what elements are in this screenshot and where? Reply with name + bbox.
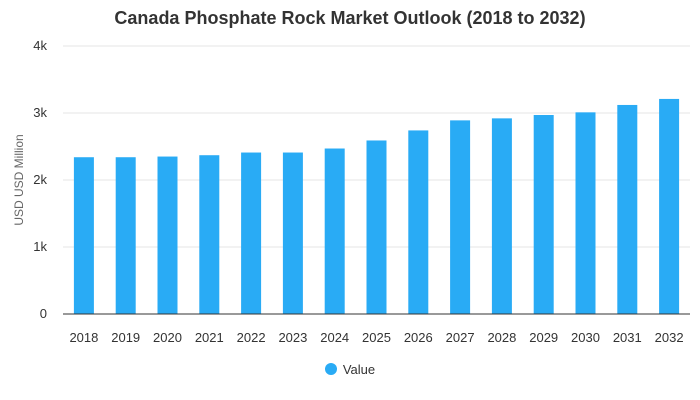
bar-2032: [659, 98, 680, 315]
y-tick-label: 0: [40, 306, 47, 321]
x-tick-label: 2027: [446, 330, 475, 345]
bar-2028: [491, 118, 512, 314]
bar-2021: [199, 155, 220, 314]
bars: [73, 98, 680, 315]
x-tick-label: 2030: [571, 330, 600, 345]
y-tick-label: 1k: [33, 239, 47, 254]
legend-marker: [324, 363, 337, 375]
x-tick-label: 2026: [404, 330, 433, 345]
bar-2024: [324, 148, 345, 314]
x-tick-label: 2029: [529, 330, 558, 345]
bar-2020: [157, 156, 178, 314]
x-tick-label: 2022: [237, 330, 266, 345]
bar-2026: [408, 130, 429, 314]
bar-2019: [115, 157, 136, 314]
x-tick-label: 2021: [195, 330, 224, 345]
bar-2027: [450, 120, 471, 315]
y-axis-ticks: 0 1k 2k 3k 4k: [33, 38, 47, 321]
x-tick-label: 2020: [153, 330, 182, 345]
x-tick-label: 2025: [362, 330, 391, 345]
x-tick-label: 2032: [655, 330, 684, 345]
x-tick-label: 2018: [69, 330, 98, 345]
x-tick-label: 2031: [613, 330, 642, 345]
legend-label: Value: [342, 362, 376, 377]
chart-title: Canada Phosphate Rock Market Outlook (20…: [114, 8, 586, 28]
bar-2022: [241, 152, 262, 314]
x-tick-label: 2023: [278, 330, 307, 345]
y-tick-label: 3k: [33, 105, 47, 120]
bar-2025: [366, 140, 387, 314]
bar-2018: [73, 157, 94, 314]
x-tick-label: 2024: [320, 330, 349, 345]
y-tick-label: 4k: [33, 38, 47, 53]
bar-2023: [282, 152, 303, 314]
legend: Value: [0, 362, 700, 377]
x-axis-ticks: 2018 2019 2020 2021 2022 2023 2024 2025 2026 2027…: [69, 330, 683, 345]
y-tick-label: 2k: [33, 172, 47, 187]
x-tick-label: 2019: [111, 330, 140, 345]
bar-2031: [617, 104, 638, 315]
y-axis-label: USD USD Million: [12, 134, 26, 225]
bar-2030: [575, 112, 596, 314]
x-tick-label: 2028: [487, 330, 516, 345]
bar-2029: [533, 115, 554, 314]
